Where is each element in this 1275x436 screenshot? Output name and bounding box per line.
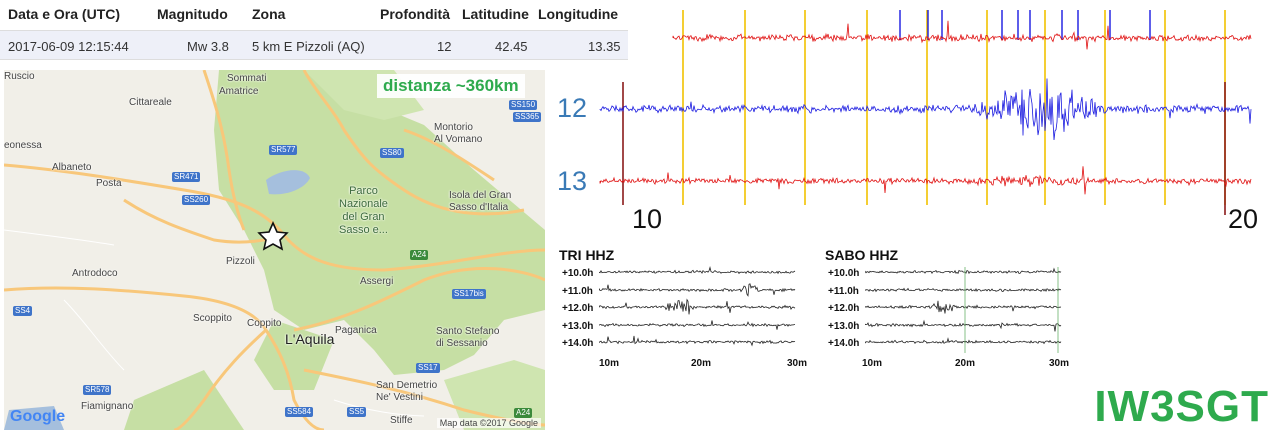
x-tick-label: 30m	[787, 358, 808, 369]
place-label: Albaneto	[52, 162, 92, 173]
road-shield: SS17	[416, 363, 440, 373]
col-depth: Profondità	[380, 6, 450, 22]
helicorder-trace	[599, 265, 796, 275]
hour-label: +13.0h	[828, 321, 860, 332]
place-label: Scoppito	[193, 313, 232, 324]
place-label: San Demetrio Ne' Vestini	[376, 380, 438, 403]
x-tick-label: 30m	[1049, 358, 1070, 369]
place-label: Assergi	[360, 276, 394, 287]
road-shield: SS365	[513, 112, 542, 122]
road-shield: SS150	[509, 100, 538, 110]
hour-label: +12.0h	[828, 303, 860, 314]
place-label: Montorio Al Vomano	[434, 122, 483, 145]
distance-label: distanza ~360km	[377, 74, 525, 98]
trace-13	[599, 166, 1252, 195]
place-label: Stiffe	[390, 415, 413, 426]
place-label: Cittareale	[129, 97, 172, 108]
x-tick-label: 10m	[599, 358, 620, 369]
map-attribution[interactable]: Map data ©2017 Google	[436, 418, 541, 428]
seismogram-traces	[599, 10, 1252, 215]
helicorder-trace	[865, 267, 1062, 275]
helicorder-trace	[599, 320, 796, 330]
col-magnitude: Magnitudo	[157, 6, 228, 22]
place-label: Paganica	[335, 325, 377, 336]
helicorder-tri: TRI HHZ +10.0h +11.0h +12.0h +13.0h +14.…	[559, 247, 809, 377]
road-shield: SS4	[13, 306, 33, 316]
helicorder-traces	[599, 265, 796, 347]
place-label: Coppito	[247, 318, 282, 329]
road-shield: SS260	[182, 195, 211, 205]
x-tick-label: 10m	[862, 358, 883, 369]
x-tick-label: 20m	[691, 358, 712, 369]
epicenter-star-icon	[257, 221, 289, 251]
x-tick-label: 20m	[955, 358, 976, 369]
road-shield: SS5	[347, 407, 367, 417]
table-row[interactable]: 2017-06-09 12:15:44 Mw 3.8 5 km E Pizzol…	[0, 31, 628, 60]
seismogram-panel: 12 13 10 20	[555, 0, 1275, 240]
road-shield: SR471	[172, 172, 201, 182]
callsign: IW3SGT	[1094, 382, 1269, 431]
place-label: Antrodoco	[72, 268, 118, 279]
place-label: L'Aquila	[285, 331, 335, 347]
road-shield: A24	[410, 250, 429, 260]
road-shield: SR577	[269, 145, 298, 155]
table-header: Data e Ora (UTC) Magnitudo Zona Profondi…	[0, 0, 628, 31]
hour-label: +14.0h	[828, 338, 860, 349]
place-label: Pizzoli	[226, 256, 255, 267]
hour-label: +10.0h	[562, 268, 594, 279]
col-zone: Zona	[252, 6, 286, 22]
hour-label: +11.0h	[828, 286, 859, 297]
helicorder-trace	[865, 300, 1062, 314]
col-datetime: Data e Ora (UTC)	[8, 6, 121, 22]
helicorder-trace	[865, 319, 1062, 332]
trace-label-12: 12	[557, 93, 588, 123]
hour-label: +12.0h	[562, 303, 594, 314]
helicorder-trace	[599, 283, 796, 297]
park-label: Parco Nazionale del Gran Sasso e...	[339, 185, 388, 236]
helicorder-traces	[865, 267, 1062, 353]
place-label: eonessa	[4, 140, 42, 151]
helicorder-title: TRI HHZ	[559, 247, 615, 263]
axis-label-10: 10	[632, 204, 663, 234]
cell-datetime: 2017-06-09 12:15:44	[8, 39, 129, 54]
hour-label: +10.0h	[828, 268, 860, 279]
col-lon: Longitudine	[538, 6, 619, 22]
axis-label-20: 20	[1228, 204, 1259, 234]
cell-lat: 42.45	[495, 39, 528, 54]
helicorder-title: SABO HHZ	[825, 247, 899, 263]
col-lat: Latitudine	[462, 6, 529, 22]
place-label: Santo Stefano di Sessanio	[436, 326, 500, 349]
helicorder-sabo: SABO HHZ +10.0h +11.0h +12.0h +13.0h +14…	[825, 247, 1075, 377]
place-label: Isola del Gran Sasso d'Italia	[449, 190, 512, 213]
helicorder-trace	[865, 337, 1062, 345]
hour-label: +11.0h	[562, 286, 593, 297]
road-shield: SS17bis	[452, 289, 486, 299]
hour-label: +13.0h	[562, 321, 594, 332]
road-shield: SS584	[285, 407, 314, 417]
helicorder-trace	[865, 287, 1062, 293]
place-label: Ruscio	[4, 71, 35, 82]
road-shield: SR578	[83, 385, 112, 395]
helicorder-trace	[599, 298, 796, 315]
helicorder-trace	[599, 335, 796, 347]
road-shield: A24	[514, 408, 533, 418]
place-label: Posta	[96, 178, 122, 189]
place-label: Amatrice	[219, 86, 259, 97]
trace-top	[672, 20, 1252, 50]
earthquake-table: Data e Ora (UTC) Magnitudo Zona Profondi…	[0, 0, 628, 60]
cell-depth: 12	[437, 39, 452, 54]
place-label: Sommati	[227, 73, 267, 84]
google-logo: Google	[10, 408, 66, 425]
cell-magnitude: Mw 3.8	[187, 39, 229, 54]
place-label: Fiamignano	[81, 401, 134, 412]
hour-label: +14.0h	[562, 338, 594, 349]
cell-lon: 13.35	[588, 39, 621, 54]
epicenter-map[interactable]: Ruscio Sommati Amatrice Cittareale eones…	[4, 70, 545, 430]
road-shield: SS80	[380, 148, 404, 158]
trace-label-13: 13	[557, 166, 588, 196]
trace-12	[599, 78, 1252, 141]
cell-zone: 5 km E Pizzoli (AQ)	[252, 39, 365, 54]
